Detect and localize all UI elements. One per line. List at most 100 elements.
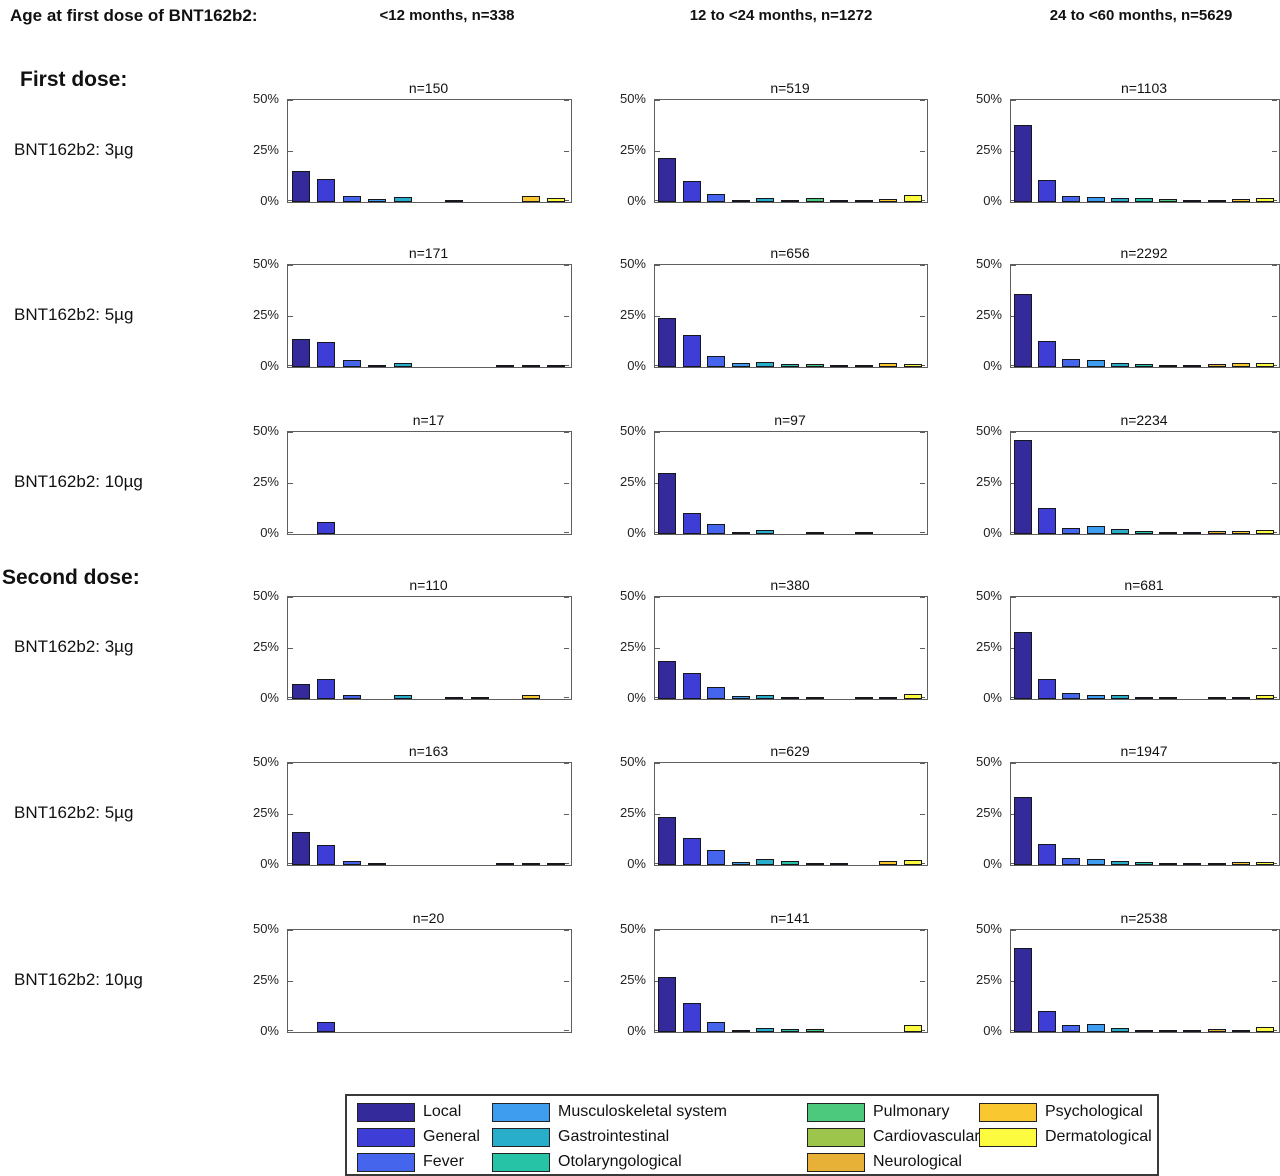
subplot: n=2292 50% 25% 0% [958,244,1280,373]
bar-cardiovascular [830,863,849,865]
right-tick-mark [920,1030,925,1031]
bar-musculoskeletal-system [1086,526,1105,534]
subplot: n=141 50% 25% 0% [602,909,928,1038]
right-tick-mark [920,697,925,698]
right-tick-mark [564,316,569,317]
bar-pulmonary [1159,532,1178,534]
y-axis-tick-label: 50% [975,921,1002,936]
y-axis-tick-label: 25% [975,474,1002,489]
plot-box [287,596,572,700]
row-label-dose: BNT162b2: 5µg [14,305,134,324]
bar-neurological [854,697,873,699]
bar-pulmonary [1159,199,1178,202]
bar-otolaryngological [781,200,799,202]
bar-dermatological [903,860,922,865]
plot-box [654,264,928,368]
right-tick-mark [564,100,569,101]
subplot-n-label: n=141 [770,910,810,926]
y-axis-tick-label: 50% [619,256,646,271]
subplot-n-label: n=2292 [1120,245,1168,261]
left-tick-mark [1011,365,1016,366]
subplot: n=20 50% 25% 0% [235,909,572,1038]
bar-local [291,339,310,367]
right-tick-mark [564,532,569,533]
bar-psychological [879,363,898,367]
subplot-n-label: n=17 [412,412,445,428]
y-axis-tick-label: 0% [260,525,279,540]
bar-dermatological [1255,862,1274,865]
left-tick-mark [288,814,293,815]
y-axis-tick-label: 50% [252,921,279,936]
right-tick-mark [564,200,569,201]
left-tick-mark [655,100,660,101]
plot-box [287,99,572,203]
left-tick-mark [1011,814,1016,815]
y-axis-tick-label: 0% [627,525,646,540]
left-tick-mark [655,763,660,764]
left-tick-mark [655,483,660,484]
plot-box [287,762,572,866]
y-axis-tick-label: 50% [975,423,1002,438]
left-tick-mark [655,200,660,201]
bar-otolaryngological [1135,862,1153,865]
left-tick-mark [1011,483,1016,484]
left-tick-mark [1011,697,1016,698]
y-axis-tick-label: 0% [627,690,646,705]
legend-swatch-gastrointestinal [492,1128,550,1147]
left-tick-mark [288,930,293,931]
subplot-body: 50% 25% 0% [958,754,1280,871]
left-tick-mark [288,151,293,152]
y-axis-tick-label: 25% [252,805,279,820]
y-axis-tick-label: 0% [983,690,1002,705]
left-tick-mark [1011,981,1016,982]
bar-musculoskeletal-system [368,863,387,865]
plot-box [1010,762,1280,866]
subplot-body: 50% 25% 0% [958,588,1280,705]
left-tick-mark [1011,863,1016,864]
right-tick-mark [564,151,569,152]
bar-pulmonary [805,1029,824,1032]
bar-musculoskeletal-system [731,532,750,534]
bar-musculoskeletal-system [731,363,750,367]
bar-musculoskeletal-system [1086,1024,1105,1032]
row-label-dose: BNT162b2: 10µg [14,472,143,491]
bar-gastrointestinal [1110,861,1129,865]
bar-local [291,684,310,699]
plot-box [654,596,928,700]
bar-fever [707,524,726,534]
right-tick-mark [1272,697,1277,698]
bar-fever [342,861,361,865]
plot-box [654,929,928,1033]
y-axis-tick-label: 25% [975,307,1002,322]
bar-cardiovascular [830,200,849,202]
y-axis-tick-label: 50% [252,754,279,769]
right-tick-mark [1272,597,1277,598]
bar-fever [1062,359,1081,367]
bar-local [658,977,677,1032]
bar-psychological [879,697,898,699]
right-tick-mark [1272,648,1277,649]
bar-pulmonary [805,532,824,534]
right-tick-mark [1272,863,1277,864]
right-tick-mark [920,648,925,649]
right-tick-mark [1272,200,1277,201]
left-tick-mark [655,648,660,649]
left-tick-mark [1011,265,1016,266]
y-axis-tick-label: 0% [983,193,1002,208]
bar-psychological [1231,363,1250,367]
bar-general [682,513,701,534]
bar-fever [1062,196,1081,202]
y-axis-tick-label: 0% [260,690,279,705]
subplot: n=1947 50% 25% 0% [958,742,1280,871]
bar-neurological [854,200,873,202]
bar-pulmonary [1159,863,1178,865]
right-tick-mark [1272,151,1277,152]
left-tick-mark [288,648,293,649]
y-axis-tick-label: 25% [252,142,279,157]
left-tick-mark [655,316,660,317]
subplot: n=2538 50% 25% 0% [958,909,1280,1038]
bar-otolaryngological [1135,1030,1153,1032]
subplot: n=681 50% 25% 0% [958,576,1280,705]
subplot: n=519 50% 25% 0% [602,79,928,208]
bar-fever [707,850,726,865]
